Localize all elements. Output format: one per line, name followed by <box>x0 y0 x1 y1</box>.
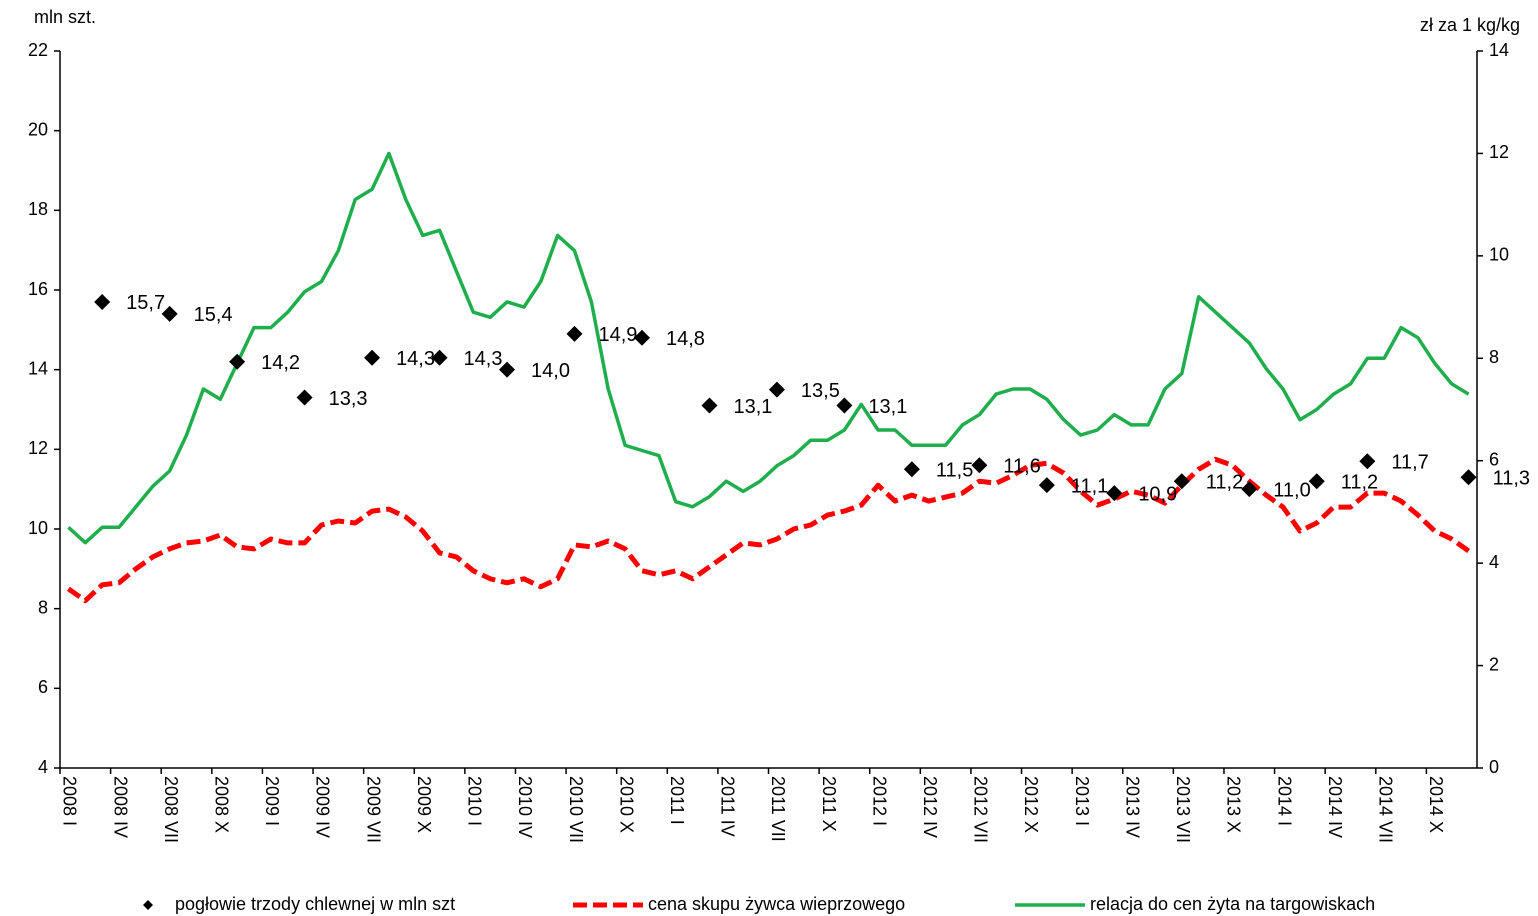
x-tick-label: 2008 I <box>60 776 80 826</box>
y2-tick-label: 0 <box>1489 757 1499 777</box>
data-label: 11,3 <box>1493 467 1530 489</box>
x-tick-label: 2012 VII <box>971 776 991 843</box>
y2-tick-label: 4 <box>1489 552 1499 572</box>
x-tick-label: 2009 X <box>414 776 434 833</box>
y2-tick-label: 14 <box>1489 40 1509 60</box>
data-point <box>701 397 718 414</box>
y-tick-label: 12 <box>28 438 48 458</box>
data-point <box>229 353 246 370</box>
y-tick-label: 10 <box>28 518 48 538</box>
data-label: 13,1 <box>868 396 907 418</box>
data-label: 15,7 <box>126 292 165 314</box>
data-point <box>971 457 988 474</box>
data-label: 14,9 <box>599 324 638 346</box>
y-tick-label: 4 <box>38 757 48 777</box>
x-tick-label: 2010 X <box>616 776 636 833</box>
x-tick-label: 2013 X <box>1224 776 1244 833</box>
y-tick-label: 8 <box>38 597 48 617</box>
data-label: 13,1 <box>733 396 772 418</box>
x-tick-label: 2011 X <box>819 776 839 832</box>
x-tick-label: 2011 I <box>667 776 687 825</box>
data-point <box>566 325 583 342</box>
data-point <box>1173 473 1190 490</box>
data-point <box>431 349 448 366</box>
y-tick-label: 16 <box>28 279 48 299</box>
data-label: 11,6 <box>1003 456 1040 478</box>
x-tick-label: 2013 VII <box>1173 776 1193 843</box>
data-label: 14,8 <box>666 328 705 350</box>
data-label: 15,4 <box>194 304 233 326</box>
x-tick-label: 2014 VII <box>1375 776 1395 843</box>
x-tick-label: 2013 I <box>1072 776 1092 826</box>
data-label: 14,0 <box>531 360 570 382</box>
data-label: 11,1 <box>1071 475 1108 497</box>
data-label: 11,7 <box>1391 452 1428 474</box>
data-point <box>768 381 785 398</box>
series-line <box>67 151 1470 545</box>
legend-label: relacja do cen żyta na targowiskach <box>1090 894 1375 914</box>
y-tick-label: 14 <box>28 358 48 378</box>
data-point <box>903 461 920 478</box>
x-tick-label: 2013 IV <box>1122 776 1142 838</box>
x-tick-label: 2008 IV <box>110 776 130 838</box>
y2-tick-label: 10 <box>1489 245 1509 265</box>
x-tick-label: 2012 X <box>1021 776 1041 833</box>
y-tick-label: 22 <box>28 40 48 60</box>
data-label: 14,2 <box>261 352 300 374</box>
x-tick-label: 2010 I <box>465 776 485 826</box>
x-tick-label: 2014 I <box>1274 776 1294 826</box>
x-tick-label: 2009 IV <box>313 776 333 838</box>
data-label: 14,3 <box>464 348 503 370</box>
data-label: 13,3 <box>329 388 368 410</box>
y-axis-title: mln szt. <box>34 7 96 27</box>
legend-marker <box>143 900 153 910</box>
x-tick-label: 2012 IV <box>920 776 940 838</box>
data-point <box>836 397 853 414</box>
data-label: 10,9 <box>1138 483 1177 505</box>
x-tick-label: 2010 IV <box>515 776 535 838</box>
y-tick-label: 20 <box>28 119 48 139</box>
data-point <box>364 349 381 366</box>
x-tick-label: 2014 IV <box>1325 776 1345 838</box>
data-point <box>1460 469 1477 486</box>
data-label: 11,2 <box>1341 471 1378 493</box>
x-tick-label: 2008 X <box>212 776 232 833</box>
data-point <box>1308 473 1325 490</box>
data-label: 11,2 <box>1206 471 1243 493</box>
x-tick-label: 2009 VII <box>363 776 383 843</box>
data-label: 13,5 <box>801 380 840 402</box>
x-tick-label: 2012 I <box>869 776 889 826</box>
legend-label: pogłowie trzody chlewnej w mln szt <box>175 894 455 914</box>
legend-label: cena skupu żywca wieprzowego <box>648 894 905 914</box>
data-point <box>1359 453 1376 470</box>
x-tick-label: 2010 VII <box>566 776 586 843</box>
y2-tick-label: 6 <box>1489 449 1499 469</box>
y-tick-label: 6 <box>38 677 48 697</box>
data-point <box>161 305 178 322</box>
series-line <box>66 456 1471 604</box>
y2-tick-label: 2 <box>1489 654 1499 674</box>
y2-tick-label: 8 <box>1489 347 1499 367</box>
x-tick-label: 2008 VII <box>161 776 181 843</box>
x-tick-label: 2011 IV <box>718 776 738 837</box>
x-tick-label: 2014 X <box>1426 776 1446 833</box>
data-point <box>1241 481 1258 498</box>
y-tick-label: 18 <box>28 199 48 219</box>
x-tick-label: 2011 VII <box>768 776 788 842</box>
y2-axis-title: zł za 1 kg/kg <box>1420 15 1520 35</box>
y2-tick-label: 12 <box>1489 142 1509 162</box>
x-tick-label: 2009 I <box>262 776 282 826</box>
data-label: 14,3 <box>396 348 435 370</box>
data-label: 11,0 <box>1273 479 1310 501</box>
data-point <box>499 361 516 378</box>
data-point <box>1038 477 1055 494</box>
data-point <box>296 389 313 406</box>
data-point <box>1106 485 1123 502</box>
data-point <box>94 293 111 310</box>
data-label: 11,5 <box>936 460 973 482</box>
data-point <box>633 329 650 346</box>
